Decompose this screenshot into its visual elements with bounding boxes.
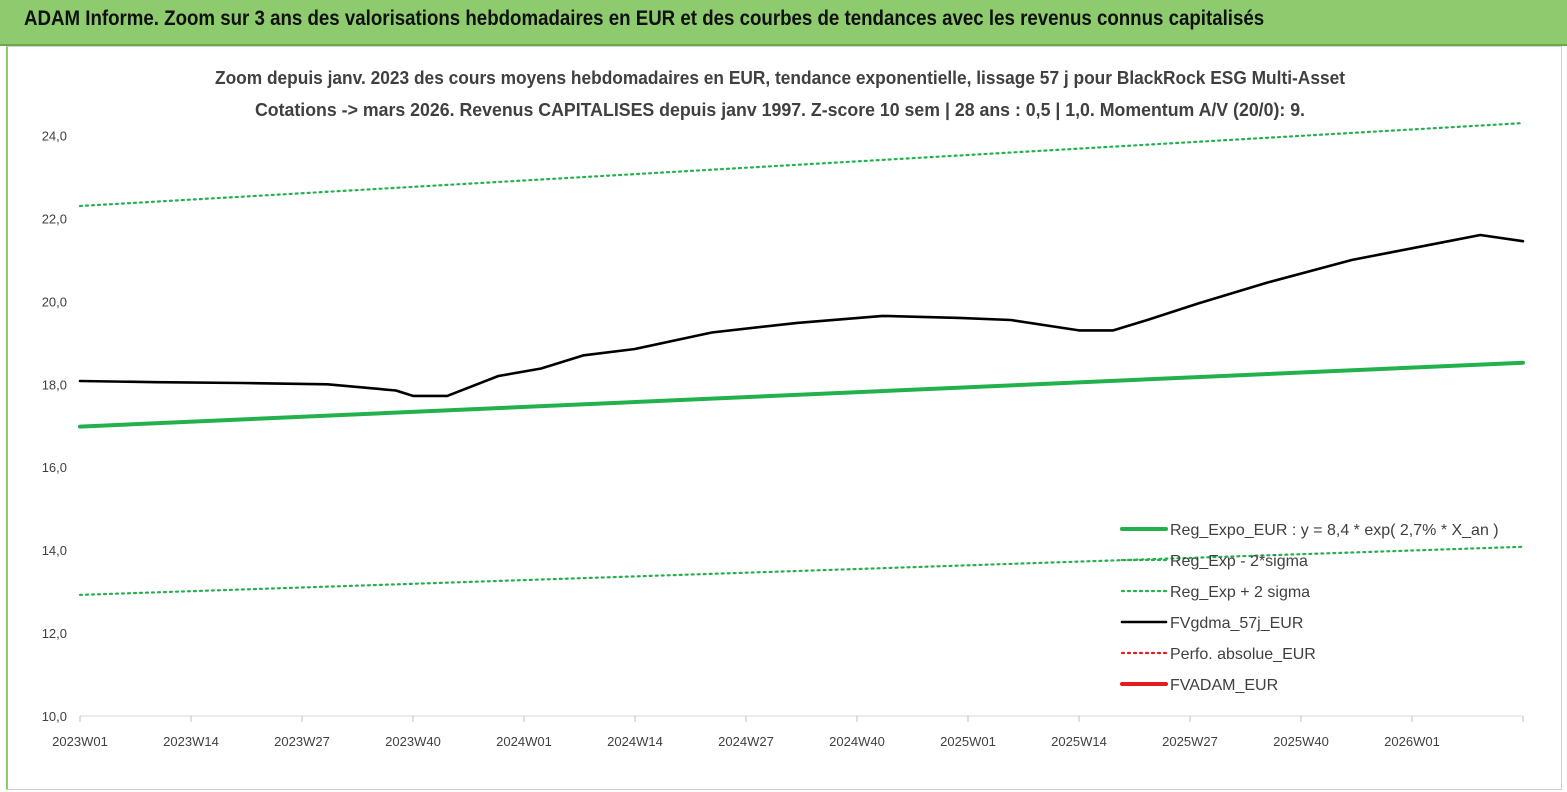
series-group xyxy=(78,121,1525,597)
y-tick-label: 10,0 xyxy=(42,709,67,724)
title-banner: ADAM Informe. Zoom sur 3 ans des valoris… xyxy=(0,0,1567,46)
x-tick-label: 2023W01 xyxy=(52,734,108,749)
axes-group: 10,0 12,0 14,0 16,0 18,0 20,0 22,0 24,0 2023W01 2… xyxy=(42,129,1524,749)
y-tick-label: 24,0 xyxy=(42,129,67,144)
y-tick-label: 16,0 xyxy=(42,460,67,475)
chart-subtitle-line1: Zoom depuis janv. 2023 des cours moyens … xyxy=(215,68,1345,88)
legend-label: Reg_Expo_EUR : y = 8,4 * exp( 2,7% * X_a… xyxy=(1170,522,1499,539)
series-line-2 xyxy=(78,121,1525,208)
x-tick-label: 2023W40 xyxy=(385,734,441,749)
y-tick-label: 22,0 xyxy=(42,211,67,226)
series-line-0 xyxy=(78,360,1525,429)
x-tick-label: 2024W01 xyxy=(496,734,552,749)
x-tick-label: 2025W01 xyxy=(940,734,996,749)
x-tick-label: 2023W14 xyxy=(163,734,219,749)
x-tick-label: 2024W27 xyxy=(718,734,774,749)
y-tick-label: 18,0 xyxy=(42,377,67,392)
legend-label: FVgdma_57j_EUR xyxy=(1170,615,1303,632)
x-tick-label: 2025W40 xyxy=(1273,734,1329,749)
y-tick-label: 20,0 xyxy=(42,294,67,309)
x-tick-label: 2024W40 xyxy=(829,734,885,749)
x-tick-label: 2023W27 xyxy=(274,734,330,749)
y-tick-label: 12,0 xyxy=(42,626,67,641)
series-line-3 xyxy=(78,233,1525,398)
legend-label: FVADAM_EUR xyxy=(1170,677,1278,694)
page-title: ADAM Informe. Zoom sur 3 ans des valoris… xyxy=(24,7,1265,30)
legend-label: Perfo. absolue_EUR xyxy=(1170,646,1316,663)
x-tick-label: 2025W14 xyxy=(1051,734,1107,749)
y-tick-label: 14,0 xyxy=(42,543,67,558)
x-tick-label: 2026W01 xyxy=(1384,734,1440,749)
legend-label: Reg_Exp + 2 sigma xyxy=(1170,584,1310,601)
x-tick-label: 2024W14 xyxy=(607,734,663,749)
x-tick-label: 2025W27 xyxy=(1162,734,1218,749)
legend: Reg_Expo_EUR : y = 8,4 * exp( 2,7% * X_a… xyxy=(1120,522,1499,694)
chart-subtitle-line2: Cotations -> mars 2026. Revenus CAPITALI… xyxy=(255,100,1305,120)
series-line-1 xyxy=(78,545,1525,597)
legend-label: Reg_Exp - 2*sigma xyxy=(1170,553,1308,570)
